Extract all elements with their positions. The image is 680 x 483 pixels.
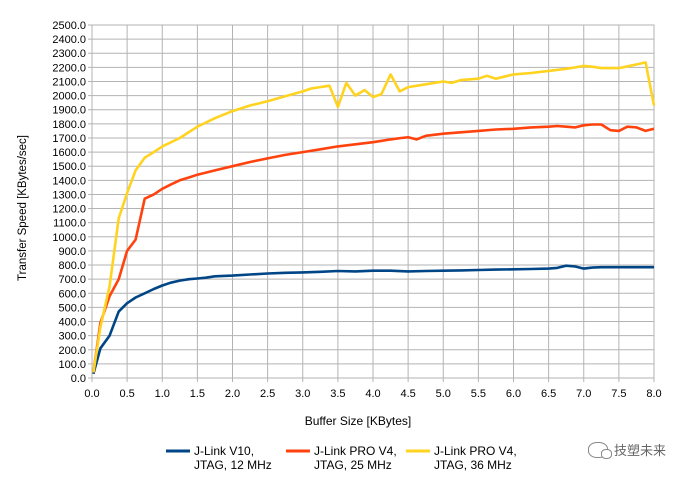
y-axis-ticks: 0.0 100.0 200.0 300.0 400.0 500.0 600.0 700.0 80… <box>52 20 92 385</box>
y-tick-label: 100.0 <box>58 359 86 371</box>
x-tick-label: 1.5 <box>190 388 205 400</box>
x-tick-label: 3.5 <box>330 388 345 400</box>
y-tick-label: 2200.0 <box>52 62 86 74</box>
y-tick-label: 700.0 <box>58 274 86 286</box>
y-tick-label: 200.0 <box>58 345 86 357</box>
legend-label: JTAG, 36 MHz <box>434 458 512 472</box>
x-tick-label: 4.5 <box>400 388 415 400</box>
series-lines <box>92 61 656 375</box>
y-tick-label: 1200.0 <box>52 204 86 216</box>
series-line-1 <box>92 264 654 375</box>
y-tick-label: 1900.0 <box>52 105 86 117</box>
x-tick-label: 6.5 <box>541 388 556 400</box>
y-tick-label: 2300.0 <box>52 48 86 60</box>
series-line-3 <box>92 61 656 373</box>
x-tick-label: 6.0 <box>506 388 521 400</box>
legend-label: JTAG, 12 MHz <box>194 458 272 472</box>
series-line-2 <box>92 123 655 373</box>
y-tick-label: 1500.0 <box>52 161 86 173</box>
y-tick-label: 400.0 <box>58 317 86 329</box>
y-tick-label: 800.0 <box>58 260 86 272</box>
y-tick-label: 900.0 <box>58 246 86 258</box>
legend-item-2: J-Link PRO V4,JTAG, 25 MHz <box>286 444 397 472</box>
y-tick-label: 2500.0 <box>52 20 86 32</box>
x-tick-label: 4.0 <box>365 388 380 400</box>
legend-item-1: J-Link V10,JTAG, 12 MHz <box>166 444 272 472</box>
x-tick-label: 0.5 <box>119 388 134 400</box>
x-tick-label: 1.0 <box>155 388 170 400</box>
x-axis-label: Buffer Size [KBytes] <box>305 414 412 428</box>
y-tick-label: 1300.0 <box>52 189 86 201</box>
legend-label: J-Link PRO V4, <box>314 444 397 458</box>
y-axis-label: Transfer Speed [KBytes/sec] <box>17 135 29 281</box>
y-tick-label: 2100.0 <box>52 76 86 88</box>
y-tick-label: 300.0 <box>58 331 86 343</box>
legend-label: J-Link V10, <box>194 444 254 458</box>
legend-label: J-Link PRO V4, <box>434 444 517 458</box>
x-axis-ticks: 0.0 0.5 1.0 1.5 2.0 2.5 3.0 3.5 4.0 4.5 5.0 5.5 6.0 6… <box>84 378 662 400</box>
y-tick-label: 500.0 <box>58 302 86 314</box>
x-tick-label: 7.5 <box>611 388 626 400</box>
x-tick-label: 5.5 <box>471 388 486 400</box>
y-tick-label: 600.0 <box>58 288 86 300</box>
y-tick-label: 1400.0 <box>52 175 86 187</box>
x-tick-label: 2.0 <box>225 388 240 400</box>
y-tick-label: 2000.0 <box>52 91 86 103</box>
grid <box>91 24 655 379</box>
wechat-icon <box>587 441 612 459</box>
y-tick-label: 1600.0 <box>52 147 86 159</box>
y-tick-label: 1700.0 <box>52 133 86 145</box>
y-tick-label: 1800.0 <box>52 119 86 131</box>
x-tick-label: 2.5 <box>260 388 275 400</box>
y-tick-label: 1100.0 <box>53 218 86 230</box>
x-tick-label: 0.0 <box>84 388 99 400</box>
x-tick-label: 5.0 <box>436 388 451 400</box>
y-tick-label: 0.0 <box>71 373 86 385</box>
legend-item-3: J-Link PRO V4,JTAG, 36 MHz <box>406 444 517 472</box>
y-tick-label: 1000.0 <box>52 232 86 244</box>
watermark-text: 技塑未来 <box>613 444 666 459</box>
x-tick-label: 8.0 <box>646 388 661 400</box>
y-tick-label: 2400.0 <box>52 34 86 46</box>
x-tick-label: 3.0 <box>295 388 310 400</box>
legend-label: JTAG, 25 MHz <box>314 458 392 472</box>
watermark: 技塑未来 <box>587 440 666 459</box>
x-tick-label: 7.0 <box>576 388 591 400</box>
